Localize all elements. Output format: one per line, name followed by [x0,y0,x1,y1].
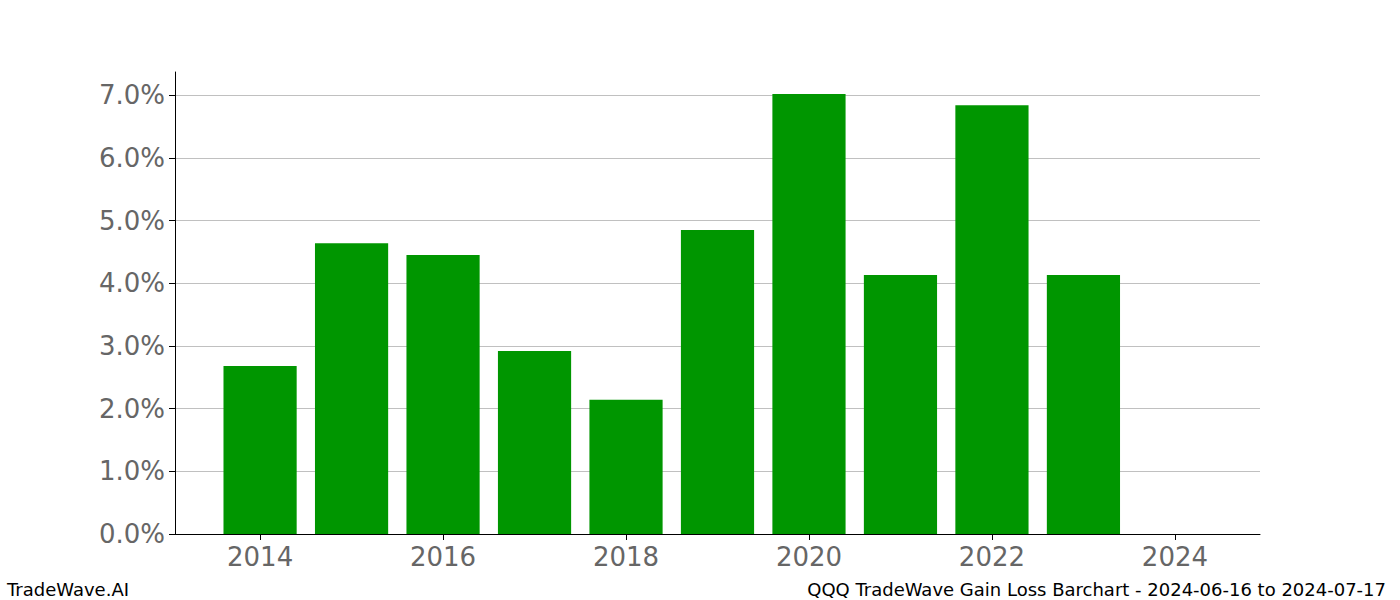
svg-text:3.0%: 3.0% [99,331,165,361]
svg-text:6.0%: 6.0% [99,143,165,173]
svg-text:TradeWave.AI: TradeWave.AI [6,579,129,600]
svg-text:2024: 2024 [1142,542,1208,572]
svg-text:1.0%: 1.0% [99,456,165,486]
svg-text:2022: 2022 [959,542,1025,572]
svg-text:2018: 2018 [593,542,659,572]
svg-text:7.0%: 7.0% [99,80,165,110]
svg-text:2020: 2020 [776,542,842,572]
svg-text:2.0%: 2.0% [99,394,165,424]
svg-text:QQQ TradeWave Gain Loss Barcha: QQQ TradeWave Gain Loss Barchart - 2024-… [807,579,1386,600]
svg-text:4.0%: 4.0% [99,268,165,298]
svg-text:0.0%: 0.0% [99,519,165,549]
svg-text:5.0%: 5.0% [99,206,165,236]
svg-text:2016: 2016 [410,542,476,572]
svg-text:2014: 2014 [227,542,293,572]
